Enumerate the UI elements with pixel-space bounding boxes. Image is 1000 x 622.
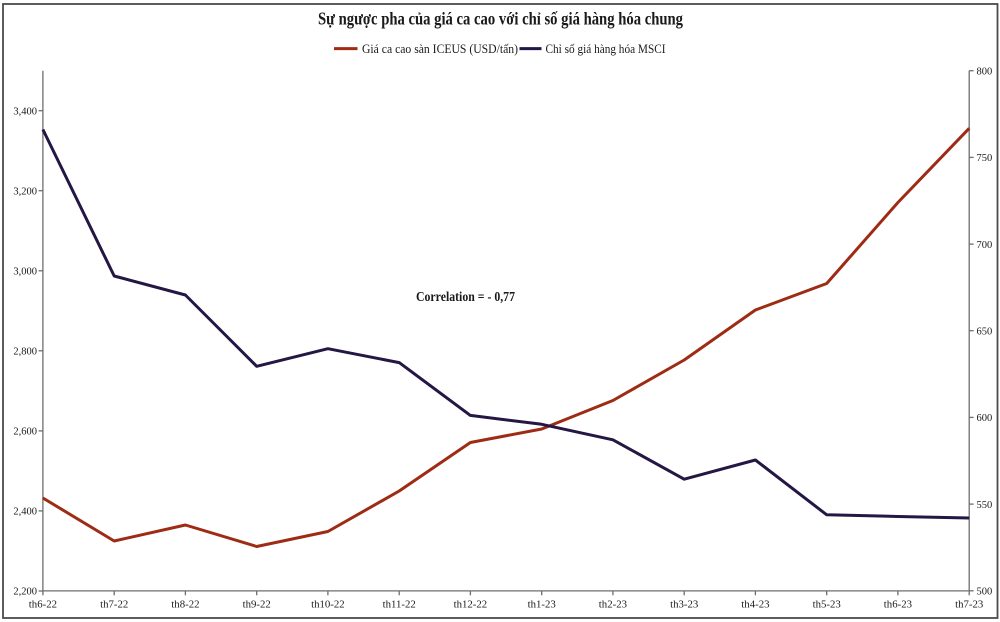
svg-text:th11-22: th11-22 <box>383 599 416 611</box>
svg-text:650: 650 <box>977 326 993 337</box>
svg-text:3,400: 3,400 <box>13 106 37 117</box>
svg-text:Sự ngược pha của giá ca cao vớ: Sự ngược pha của giá ca cao với chỉ số g… <box>318 9 683 29</box>
svg-text:Correlation = - 0,77: Correlation = - 0,77 <box>416 290 515 305</box>
svg-text:700: 700 <box>977 240 993 251</box>
svg-text:500: 500 <box>977 587 993 598</box>
svg-text:800: 800 <box>977 66 993 77</box>
svg-text:2,200: 2,200 <box>13 587 37 598</box>
svg-text:600: 600 <box>977 413 993 424</box>
svg-text:th9-22: th9-22 <box>243 599 271 611</box>
svg-text:th5-23: th5-23 <box>813 599 841 611</box>
svg-text:550: 550 <box>977 500 993 511</box>
svg-text:th6-22: th6-22 <box>29 599 57 611</box>
svg-text:2,600: 2,600 <box>13 427 37 438</box>
svg-text:th10-22: th10-22 <box>311 599 345 611</box>
svg-text:3,000: 3,000 <box>13 267 37 278</box>
svg-text:th2-23: th2-23 <box>599 599 627 611</box>
svg-text:th6-23: th6-23 <box>884 599 912 611</box>
svg-text:Giá ca cao sàn ICEUS (USD/tấn): Giá ca cao sàn ICEUS (USD/tấn) <box>362 41 518 56</box>
svg-text:th1-23: th1-23 <box>528 599 556 611</box>
svg-text:Chỉ số giá hàng hóa MSCI: Chỉ số giá hàng hóa MSCI <box>546 41 666 56</box>
svg-text:th7-22: th7-22 <box>100 599 128 611</box>
svg-text:3,200: 3,200 <box>13 186 37 197</box>
svg-text:th4-23: th4-23 <box>741 599 769 611</box>
svg-text:th8-22: th8-22 <box>171 599 199 611</box>
svg-text:750: 750 <box>977 153 993 164</box>
svg-text:2,800: 2,800 <box>13 347 37 358</box>
svg-text:th7-23: th7-23 <box>955 599 983 611</box>
svg-text:th12-22: th12-22 <box>454 599 488 611</box>
svg-text:2,400: 2,400 <box>13 507 37 518</box>
svg-text:th3-23: th3-23 <box>670 599 698 611</box>
